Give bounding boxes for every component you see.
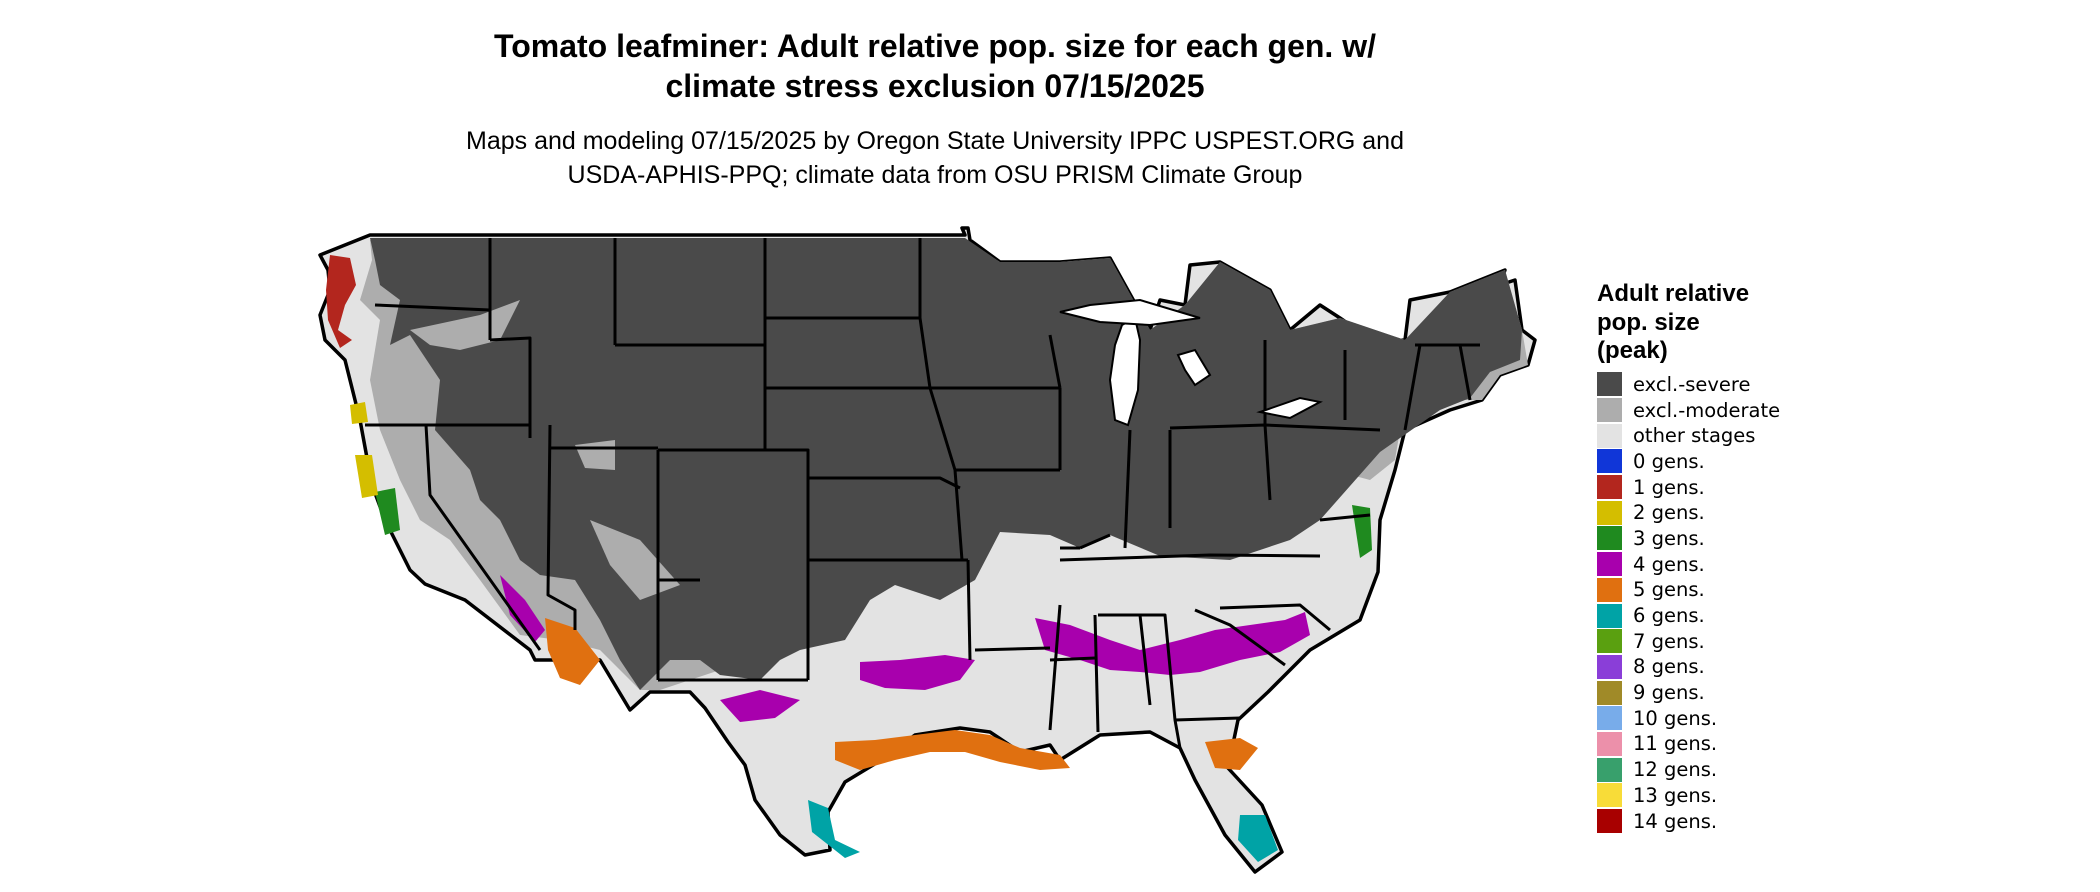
zone-3-gens <box>1352 505 1372 558</box>
legend-label: 3 gens. <box>1633 526 1705 550</box>
legend-item: excl.-severe <box>1597 372 1780 398</box>
lake-erie <box>1256 396 1323 420</box>
legend-label: 1 gens. <box>1633 475 1705 499</box>
zone-4-gens <box>720 690 800 722</box>
legend-item: 13 gens. <box>1597 783 1780 809</box>
zone-4-gens <box>1035 612 1310 675</box>
legend-item: 10 gens. <box>1597 705 1780 731</box>
legend-title-line-2: pop. size <box>1597 308 1700 336</box>
zone-2-gens <box>350 402 368 424</box>
legend-label: 4 gens. <box>1633 552 1705 576</box>
zone-excl-moderate-patch <box>410 300 520 350</box>
legend-swatch <box>1597 398 1622 423</box>
legend-swatch <box>1597 552 1622 577</box>
legend-item: other stages <box>1597 423 1780 449</box>
zone-5-gens <box>835 730 1070 770</box>
legend-label: 2 gens. <box>1633 501 1705 525</box>
zone-6-gens <box>1238 815 1278 862</box>
map-subtitle: Maps and modeling 07/15/2025 by Oregon S… <box>360 124 1510 192</box>
zone-3-gens <box>375 488 400 535</box>
legend-item: 12 gens. <box>1597 757 1780 783</box>
us-map <box>318 226 1537 874</box>
legend-label: 8 gens. <box>1633 655 1705 679</box>
legend-item: 6 gens. <box>1597 603 1780 629</box>
legend-item: 3 gens. <box>1597 526 1780 552</box>
legend-label: 11 gens. <box>1633 732 1718 756</box>
legend-swatch <box>1597 783 1622 808</box>
legend-swatch <box>1597 809 1622 834</box>
zone-2-gens <box>355 455 378 498</box>
legend-title-line-1: Adult relative <box>1597 280 1750 307</box>
legend-swatch <box>1597 680 1622 705</box>
legend-swatch <box>1597 654 1622 679</box>
lake-michigan <box>1108 316 1142 427</box>
legend-item: 14 gens. <box>1597 808 1780 834</box>
legend-swatch <box>1597 731 1622 756</box>
legend-label: 12 gens. <box>1633 758 1718 782</box>
legend-label: 0 gens. <box>1633 449 1705 473</box>
legend-title: Adult relative pop. size (peak) <box>1597 280 1780 366</box>
legend-swatch <box>1597 629 1622 654</box>
legend-item: 2 gens. <box>1597 500 1780 526</box>
legend-label: other stages <box>1633 424 1756 448</box>
legend-swatch <box>1597 577 1622 602</box>
legend-swatch <box>1597 449 1622 474</box>
state-borders <box>365 238 1480 749</box>
legend-item: 9 gens. <box>1597 680 1780 706</box>
legend-title-line-3: (peak) <box>1597 337 1668 364</box>
legend-label: 10 gens. <box>1633 706 1718 730</box>
legend-swatch <box>1597 475 1622 500</box>
legend-item: 11 gens. <box>1597 731 1780 757</box>
legend-swatch <box>1597 526 1622 551</box>
legend-label: 6 gens. <box>1633 604 1705 628</box>
legend-swatch <box>1597 603 1622 628</box>
legend-swatch <box>1597 423 1622 448</box>
map-subtitle-line-1: Maps and modeling 07/15/2025 by Oregon S… <box>466 127 1404 155</box>
legend-item: 7 gens. <box>1597 628 1780 654</box>
zone-5-gens <box>1205 738 1258 770</box>
map-title-line-2: climate stress exclusion 07/15/2025 <box>665 68 1205 104</box>
legend-item: 1 gens. <box>1597 474 1780 500</box>
lake-superior <box>1059 298 1201 327</box>
zone-6-gens <box>808 800 860 858</box>
zone-5-gens <box>545 618 600 685</box>
zone-4-gens <box>500 575 545 642</box>
zone-1-gens <box>326 255 356 348</box>
zone-4-gens <box>860 655 975 690</box>
legend-swatch <box>1597 500 1622 525</box>
legend-label: excl.-severe <box>1633 372 1751 396</box>
lake-huron <box>1176 348 1212 387</box>
legend-items: excl.-severe excl.-moderate other stages 0 … <box>1597 372 1780 834</box>
legend: Adult relative pop. size (peak) excl.-se… <box>1597 280 1780 834</box>
legend-item: 4 gens. <box>1597 551 1780 577</box>
legend-swatch <box>1597 372 1622 397</box>
legend-item: 5 gens. <box>1597 577 1780 603</box>
legend-label: 14 gens. <box>1633 809 1718 833</box>
map-title: Tomato leafminer: Adult relative pop. si… <box>360 26 1510 106</box>
legend-label: 9 gens. <box>1633 681 1705 705</box>
map-title-line-1: Tomato leafminer: Adult relative pop. si… <box>494 28 1376 64</box>
legend-item: 0 gens. <box>1597 449 1780 475</box>
legend-item: 8 gens. <box>1597 654 1780 680</box>
legend-label: 5 gens. <box>1633 578 1705 602</box>
legend-swatch <box>1597 757 1622 782</box>
legend-label: 13 gens. <box>1633 783 1718 807</box>
map-subtitle-line-2: USDA-APHIS-PPQ; climate data from OSU PR… <box>567 161 1303 189</box>
legend-swatch <box>1597 706 1622 731</box>
legend-label: 7 gens. <box>1633 629 1705 653</box>
legend-item: excl.-moderate <box>1597 397 1780 423</box>
legend-label: excl.-moderate <box>1633 398 1781 422</box>
